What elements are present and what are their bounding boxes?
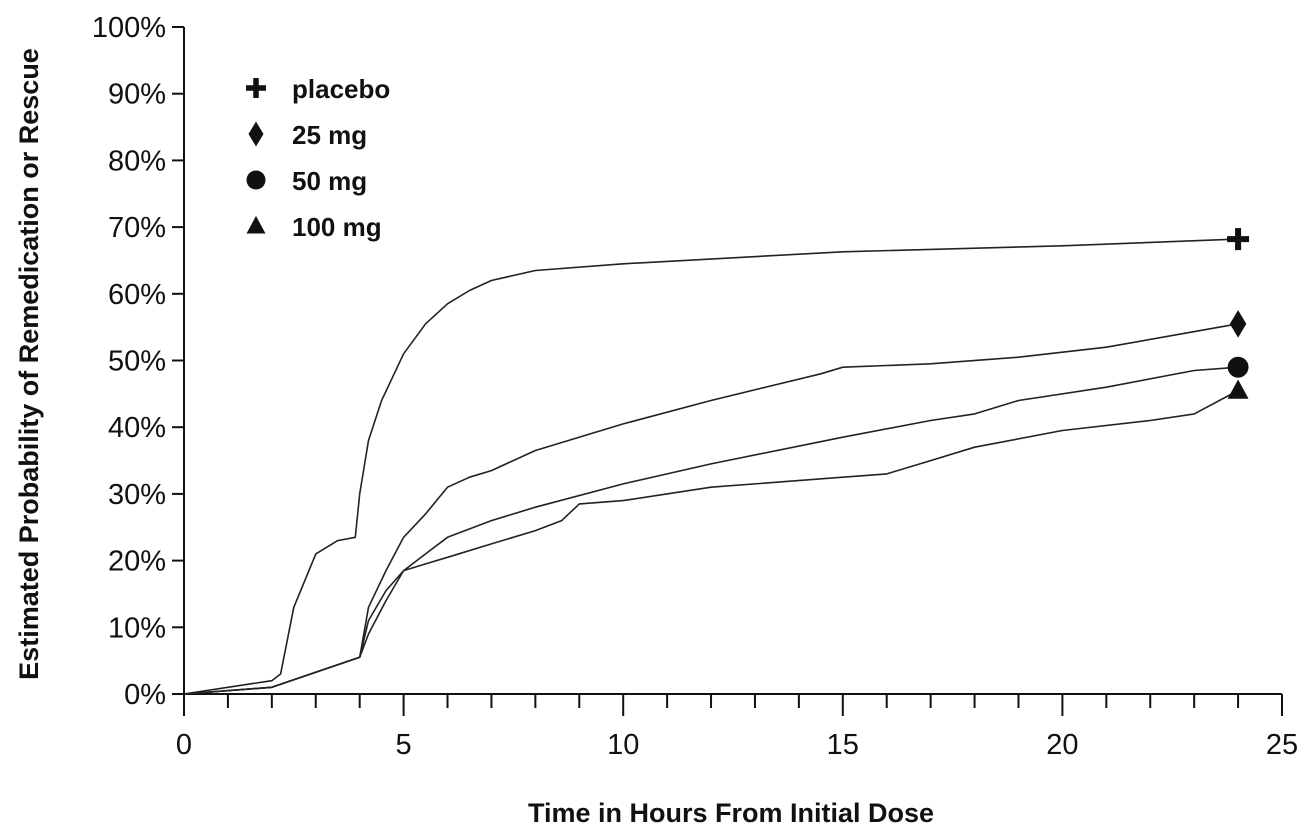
y-tick-label: 70% (108, 212, 166, 244)
legend-marker-25-mg (248, 121, 264, 147)
series-marker-100-mg (1227, 379, 1249, 399)
x-tick-label: 15 (827, 729, 859, 761)
y-tick-label: 90% (108, 79, 166, 111)
series-line-placebo (183, 238, 1239, 695)
x-axis-title: Time in Hours From Initial Dose (528, 798, 934, 828)
series-marker-50-mg (1227, 356, 1249, 378)
x-tick-label: 25 (1266, 729, 1298, 761)
x-tick-label: 20 (1046, 729, 1078, 761)
legend-marker-placebo (246, 78, 266, 98)
y-tick-label: 80% (108, 145, 166, 177)
y-tick-label: 40% (108, 412, 166, 444)
legend-label-placebo: placebo (292, 74, 390, 104)
series-line-50-mg (183, 366, 1239, 695)
legend-label-25-mg: 25 mg (292, 120, 367, 150)
series-lines (183, 238, 1239, 695)
y-tick-label: 20% (108, 546, 166, 578)
y-tick-label: 10% (108, 612, 166, 644)
y-tick-label: 0% (124, 679, 166, 711)
x-tick-label: 0 (176, 729, 192, 761)
series-marker-25-mg (1229, 310, 1247, 338)
series-end-markers (1227, 228, 1250, 399)
x-tick-label: 5 (396, 729, 412, 761)
y-tick-label: 60% (108, 279, 166, 311)
y-axis-title: Estimated Probability of Remedication or… (14, 48, 44, 680)
series-marker-placebo (1227, 228, 1250, 251)
legend-label-50-mg: 50 mg (292, 166, 367, 196)
legend: placebo 25 mg 50 mg 100 mg (246, 74, 390, 242)
x-tick-label: 10 (607, 729, 639, 761)
series-line-25-mg (183, 323, 1239, 695)
y-tick-label: 30% (108, 479, 166, 511)
legend-label-100-mg: 100 mg (292, 212, 382, 242)
legend-marker-50-mg (246, 170, 266, 190)
series-line-100-mg (183, 389, 1239, 695)
y-tick-label: 50% (108, 346, 166, 378)
y-tick-label: 100% (92, 12, 166, 44)
axes: 0% 10% 20% 30% 40% 50% 60% 70% 80% 90% 100% 0 5 10 15 2… (92, 12, 1298, 761)
legend-marker-100-mg (246, 216, 266, 234)
